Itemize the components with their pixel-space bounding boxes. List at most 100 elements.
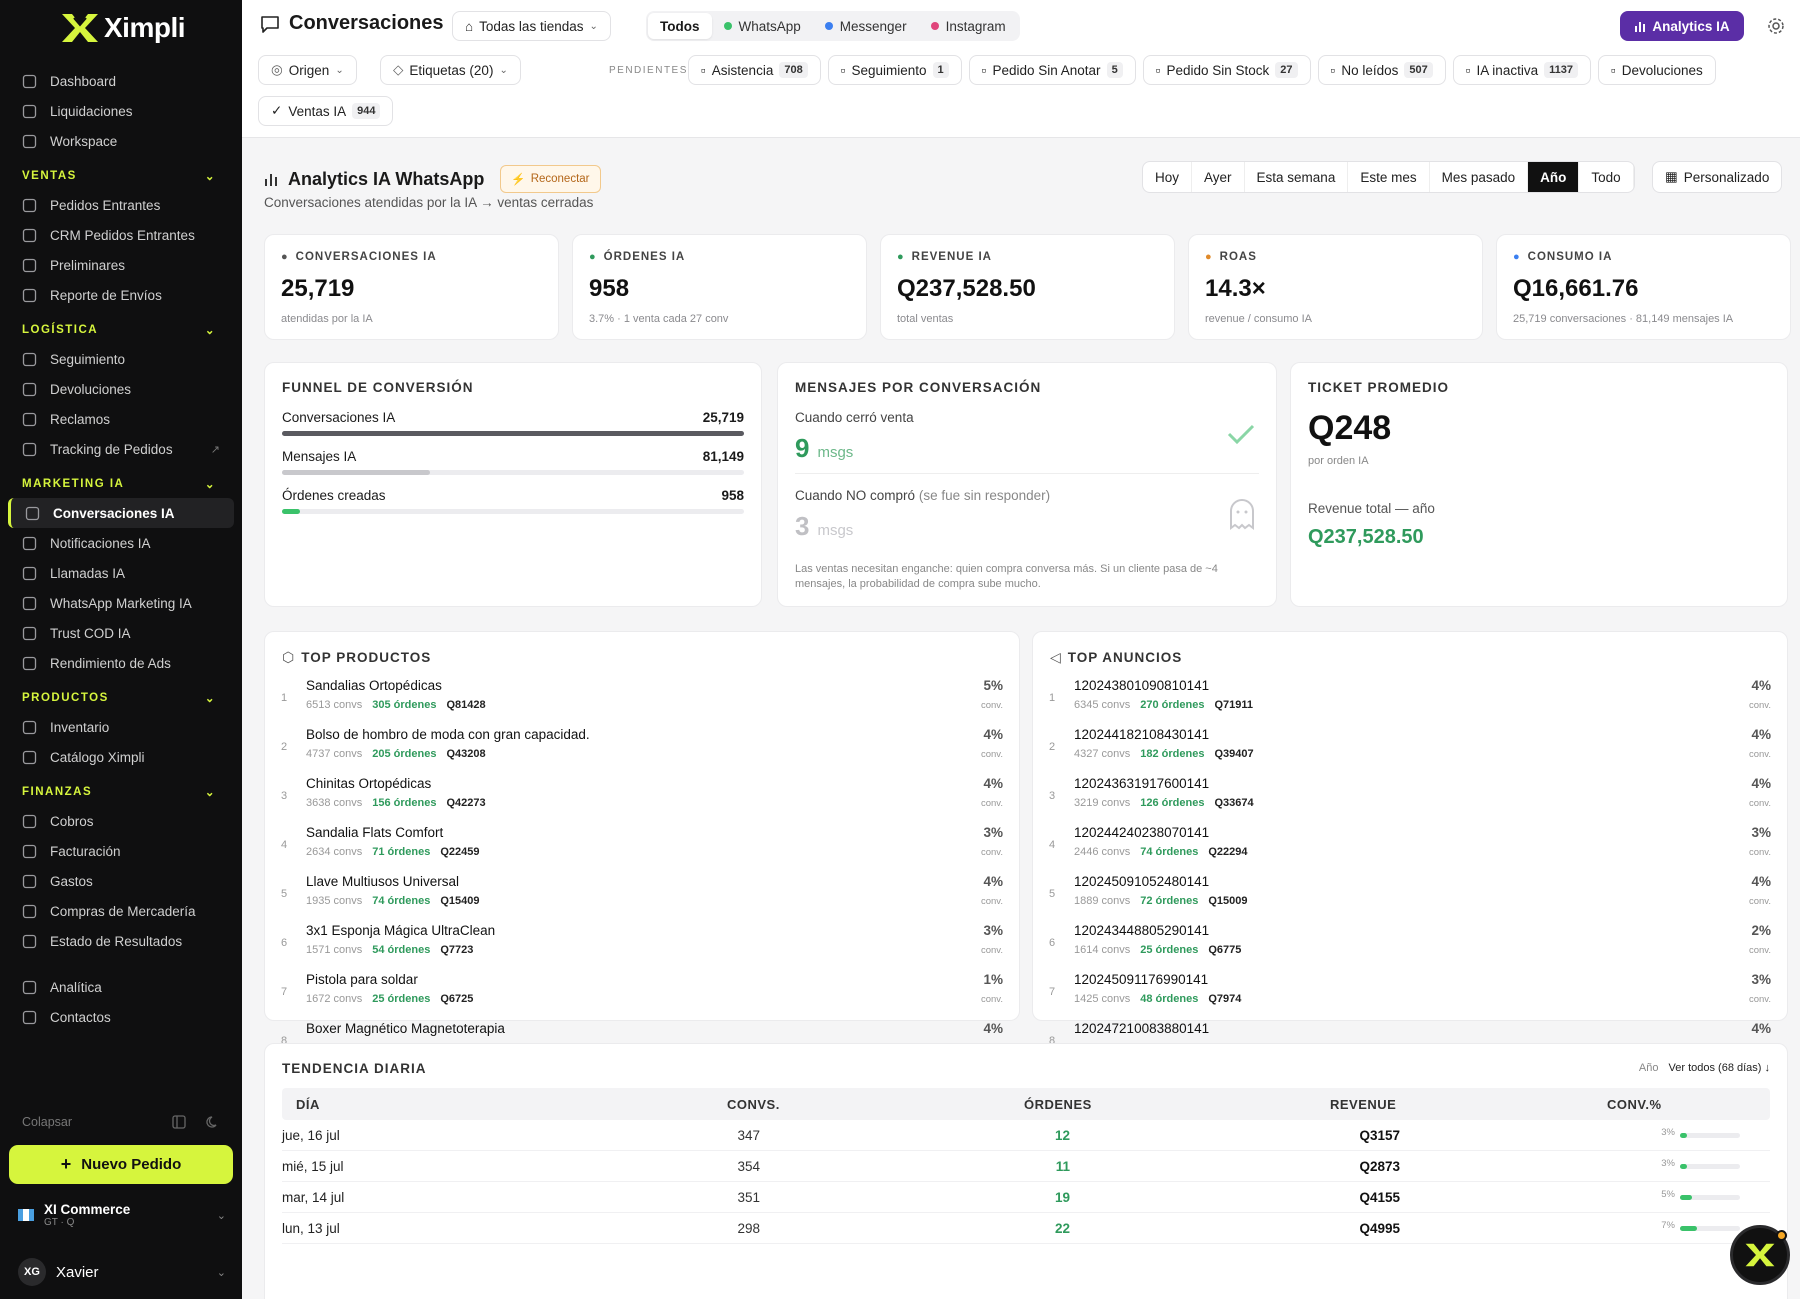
pending-chip-pedido-sin-anotar[interactable]: ▫ Pedido Sin Anotar 5 — [968, 55, 1136, 85]
range-hoy[interactable]: Hoy — [1143, 162, 1193, 192]
sidebar-item-estado-de-resultados[interactable]: Estado de Resultados — [0, 926, 242, 956]
pending-chip-devoluciones[interactable]: ▫ Devoluciones — [1597, 55, 1716, 85]
orders: 54 órdenes — [372, 944, 431, 956]
product-row[interactable]: 3 Chinitas Ortopédicas 3638 convs 156 órden… — [281, 776, 1003, 825]
sidebar-item-llamadas-ia[interactable]: Llamadas IA — [0, 558, 242, 588]
sidebar-item-workspace[interactable]: Workspace — [0, 126, 242, 156]
ad-row[interactable]: 3 120243631917600141 3219 convs 126 órdenes… — [1049, 776, 1771, 825]
sidebar-item-reclamos[interactable]: Reclamos — [0, 404, 242, 434]
sidebar-section-finanzas[interactable]: FINANZAS ⌄ — [0, 778, 242, 806]
ad-meta: 6345 convs 270 órdenes Q71911 — [1074, 699, 1253, 711]
sidebar-item-preliminares[interactable]: Preliminares — [0, 250, 242, 280]
ad-row[interactable]: 1 120243801090810141 6345 convs 270 órdenes… — [1049, 678, 1771, 727]
section-title: FINANZAS — [22, 786, 93, 798]
col-dia[interactable]: DÍA — [296, 1097, 320, 1112]
ad-row[interactable]: 5 120245091052480141 1889 convs 72 órdenes Q… — [1049, 874, 1771, 923]
sidebar-item-whatsapp-marketing-ia[interactable]: WhatsApp Marketing IA — [0, 588, 242, 618]
col-revenue[interactable]: REVENUE — [1330, 1097, 1397, 1112]
brand-logo[interactable]: Ximpli — [60, 12, 186, 44]
range-todo[interactable]: Todo — [1579, 162, 1634, 192]
pending-chip-ia-inactiva[interactable]: ▫ IA inactiva 1137 — [1452, 55, 1591, 85]
sidebar-section-logistica[interactable]: LOGÍSTICA ⌄ — [0, 316, 242, 344]
sidebar-item-inventario[interactable]: Inventario — [0, 712, 242, 742]
col-ordenes[interactable]: ÓRDENES — [1024, 1097, 1092, 1112]
sidebar-section-ventas[interactable]: VENTAS ⌄ — [0, 162, 242, 190]
sidebar-item-facturacion[interactable]: Facturación — [0, 836, 242, 866]
user-menu[interactable]: XG Xavier ⌄ — [18, 1258, 226, 1286]
ad-row[interactable]: 6 120243448805290141 1614 convs 25 órdenes Q… — [1049, 923, 1771, 972]
range-esta-semana[interactable]: Esta semana — [1245, 162, 1349, 192]
reconnect-button[interactable]: ⚡ Reconectar — [500, 165, 601, 193]
col-conv[interactable]: CONV.% — [1607, 1097, 1662, 1112]
store-switcher[interactable]: XI Commerce GT · Q ⌄ — [18, 1202, 226, 1228]
range-mes-pasado[interactable]: Mes pasado — [1430, 162, 1529, 192]
sales-ia-filter[interactable]: ✓ Ventas IA 944 — [258, 96, 394, 126]
sidebar-section-marketing-ia[interactable]: MARKETING IA ⌄ — [0, 470, 242, 498]
see-all-link[interactable]: Ver todos (68 días) ↓ — [1668, 1062, 1771, 1074]
ad-row[interactable]: 4 120244240238070141 2446 convs 74 órdenes Q… — [1049, 825, 1771, 874]
sidebar-item-notificaciones-ia[interactable]: Notificaciones IA — [0, 528, 242, 558]
product-row[interactable]: 2 Bolso de hombro de moda con gran capaci… — [281, 727, 1003, 776]
sidebar-item-catalogo-ximpli[interactable]: Catálogo Ximpli — [0, 742, 242, 772]
sidebar-item-seguimiento[interactable]: Seguimiento — [0, 344, 242, 374]
gear-icon[interactable] — [1767, 17, 1785, 35]
product-name: Sandalias Ortopédicas — [306, 678, 442, 693]
trend-orders: 11 — [1055, 1159, 1070, 1174]
sidebar-item-tracking-de-pedidos[interactable]: Tracking de Pedidos ↗ — [0, 434, 242, 464]
product-row[interactable]: 5 Llave Multiusos Universal 1935 convs 74 ó… — [281, 874, 1003, 923]
tags-filter-dropdown[interactable]: ◇ Etiquetas (20) ⌄ — [380, 55, 521, 85]
product-row[interactable]: 7 Pistola para soldar 1672 convs 25 órdenes… — [281, 972, 1003, 1021]
new-order-button[interactable]: + Nuevo Pedido — [9, 1145, 233, 1184]
pending-chip-pedido-sin-stock[interactable]: ▫ Pedido Sin Stock 27 — [1142, 55, 1311, 85]
tab-todos[interactable]: Todos — [648, 13, 712, 39]
sidebar-toggle-icon[interactable] — [172, 1115, 186, 1129]
sidebar-item-analitica[interactable]: Analítica — [0, 972, 242, 1002]
pending-chip-no-leidos[interactable]: ▫ No leídos 507 — [1317, 55, 1446, 85]
revenue: Q71911 — [1214, 699, 1254, 711]
sidebar-item-contactos[interactable]: Contactos — [0, 1002, 242, 1032]
orders: 48 órdenes — [1140, 993, 1199, 1005]
moon-icon[interactable] — [206, 1115, 220, 1129]
pending-chip-seguimiento[interactable]: ▫ Seguimiento 1 — [827, 55, 962, 85]
range-este-mes[interactable]: Este mes — [1348, 162, 1430, 192]
ad-row[interactable]: 7 120245091176990141 1425 convs 48 órdenes Q… — [1049, 972, 1771, 1021]
tab-whatsapp[interactable]: WhatsApp — [712, 13, 813, 39]
search-icon — [22, 442, 37, 456]
product-row[interactable]: 6 3x1 Esponja Mágica UltraClean 1571 convs… — [281, 923, 1003, 972]
sidebar-item-reporte-de-envios[interactable]: Reporte de Envíos — [0, 280, 242, 310]
sidebar-item-gastos[interactable]: Gastos — [0, 866, 242, 896]
store-filter-dropdown[interactable]: ⌂ Todas las tiendas ⌄ — [452, 11, 611, 41]
col-convs[interactable]: CONVS. — [727, 1097, 780, 1112]
sidebar-item-crm-pedidos-entrantes[interactable]: CRM Pedidos Entrantes — [0, 220, 242, 250]
product-row[interactable]: 1 Sandalias Ortopédicas 6513 convs 305 órde… — [281, 678, 1003, 727]
activity-icon — [22, 980, 37, 994]
ad-row[interactable]: 2 120244182108430141 4327 convs 182 órdenes… — [1049, 727, 1771, 776]
sidebar-item-cobros[interactable]: Cobros — [0, 806, 242, 836]
assistant-fab[interactable] — [1730, 1225, 1790, 1285]
collapse-label[interactable]: Colapsar — [22, 1115, 73, 1129]
origin-filter-dropdown[interactable]: ◎ Origen ⌄ — [258, 55, 357, 85]
product-name: Llave Multiusos Universal — [306, 874, 460, 889]
pending-chip-asistencia[interactable]: ▫ Asistencia 708 — [688, 55, 821, 85]
chart-bar-icon — [22, 656, 37, 670]
sidebar-section-productos[interactable]: PRODUCTOS ⌄ — [0, 684, 242, 712]
custom-range-button[interactable]: ▦ Personalizado — [1652, 161, 1783, 193]
sidebar-item-liquidaciones[interactable]: Liquidaciones — [0, 96, 242, 126]
sidebar-item-dashboard[interactable]: Dashboard — [0, 66, 242, 96]
sidebar-item-compras-de-mercaderia[interactable]: Compras de Mercadería — [0, 896, 242, 926]
conv-label: conv. — [1748, 896, 1771, 907]
range-ano[interactable]: Año — [1528, 162, 1580, 192]
funnel-row-head: Conversaciones IA 25,719 — [282, 410, 744, 425]
sidebar-item-conversaciones-ia[interactable]: Conversaciones IA — [8, 498, 234, 528]
analytics-ia-button[interactable]: Analytics IA — [1620, 11, 1744, 41]
sidebar-item-pedidos-entrantes[interactable]: Pedidos Entrantes — [0, 190, 242, 220]
bell-icon-wrap — [22, 536, 50, 551]
users-icon-wrap — [22, 1010, 50, 1025]
sidebar-item-trust-cod-ia[interactable]: Trust COD IA — [0, 618, 242, 648]
sidebar-item-devoluciones[interactable]: Devoluciones — [0, 374, 242, 404]
tab-instagram[interactable]: Instagram — [919, 13, 1018, 39]
sidebar-item-rendimiento-de-ads[interactable]: Rendimiento de Ads — [0, 648, 242, 678]
tab-messenger[interactable]: Messenger — [813, 13, 919, 39]
product-row[interactable]: 4 Sandalia Flats Comfort 2634 convs 71 órde… — [281, 825, 1003, 874]
range-ayer[interactable]: Ayer — [1192, 162, 1245, 192]
